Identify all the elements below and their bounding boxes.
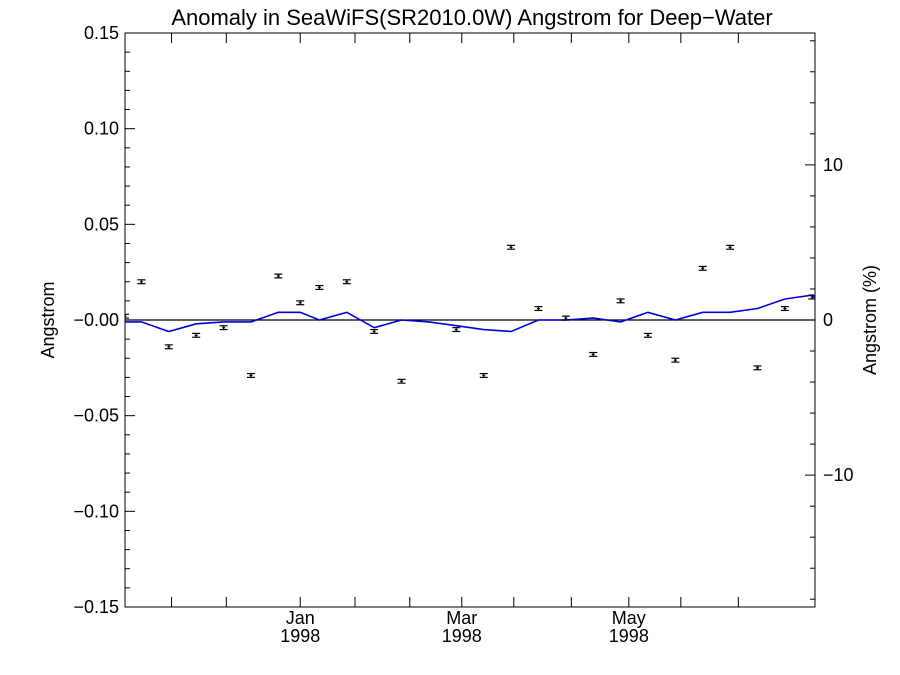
data-point	[726, 244, 735, 250]
data-point	[671, 357, 680, 363]
data-point	[643, 332, 652, 338]
y-tick-label: 0.10	[84, 119, 119, 139]
x-tick-label-year: 1998	[442, 626, 482, 646]
data-point	[315, 284, 324, 290]
data-point	[753, 365, 762, 371]
y-tick-label: −0.00	[73, 310, 119, 330]
data-point	[296, 300, 305, 306]
x-tick-label-month: May	[612, 608, 646, 628]
y2-tick-label: 0	[823, 310, 833, 330]
y-tick-label: 0.05	[84, 214, 119, 234]
y2-tick-label: 10	[823, 155, 843, 175]
data-point	[125, 313, 129, 319]
chart-title: Anomaly in SeaWiFS(SR2010.0W) Angstrom f…	[171, 5, 772, 30]
data-point	[342, 279, 351, 285]
y-tick-label: −0.15	[73, 597, 119, 617]
errorbar-point-series	[125, 238, 898, 384]
y2-axis: 10 0 −10	[805, 40, 854, 600]
data-point	[192, 332, 201, 338]
data-point	[808, 294, 815, 300]
data-point	[452, 327, 461, 333]
data-point	[589, 351, 598, 357]
data-point	[274, 273, 283, 279]
data-point	[246, 372, 255, 378]
x-tick-label-month: Mar	[446, 608, 477, 628]
data-point	[219, 325, 228, 331]
y-tick-label: −0.10	[73, 501, 119, 521]
data-point	[370, 328, 379, 334]
y-tick-label: −0.05	[73, 406, 119, 426]
data-point	[534, 306, 543, 312]
data-point	[137, 279, 146, 285]
x-tick-label-month: Jan	[286, 608, 315, 628]
data-point	[397, 378, 406, 384]
x-tick-label-year: 1998	[609, 626, 649, 646]
y2-tick-label: −10	[823, 465, 854, 485]
y-tick-label: 0.15	[84, 23, 119, 43]
y-axis: 0.15 0.10 0.05 −0.00 −0.05 −0.10 −0.15	[73, 23, 135, 617]
data-point	[780, 306, 789, 312]
data-point	[836, 307, 844, 311]
data-point	[164, 344, 173, 350]
data-point	[479, 372, 488, 378]
data-point	[561, 315, 570, 321]
data-point	[890, 238, 898, 242]
data-point	[698, 265, 707, 271]
y2-axis-label: Angstrom (%)	[860, 265, 880, 375]
x-tick-label-year: 1998	[280, 626, 320, 646]
series-line	[125, 294, 815, 333]
data-point	[507, 244, 516, 250]
y-axis-label: Angstrom	[38, 281, 58, 358]
data-point	[616, 298, 625, 304]
model-line-series	[125, 294, 815, 333]
